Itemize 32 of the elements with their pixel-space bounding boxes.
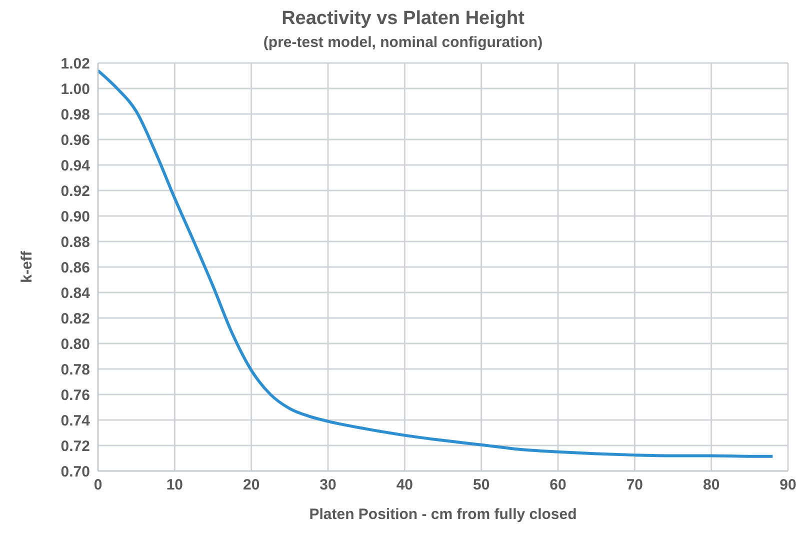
- y-axis-title: k-eff: [18, 250, 36, 283]
- y-tick-label: 0.70: [60, 463, 90, 480]
- y-tick-label: 0.78: [60, 361, 90, 378]
- y-tick-label: 1.00: [60, 80, 90, 98]
- y-tick-label: 0.92: [60, 182, 90, 200]
- y-tick-label: 0.86: [60, 259, 90, 276]
- x-tick-label: 0: [94, 476, 102, 494]
- x-axis-title: Platen Position - cm from fully closed: [309, 506, 577, 523]
- chart-subtitle: (pre-test model, nominal configuration): [262, 34, 544, 51]
- y-tick-label: 0.84: [60, 284, 91, 302]
- y-tick-label: 0.80: [60, 336, 90, 353]
- x-tick-label: 70: [626, 476, 644, 494]
- x-tick-label: 40: [396, 476, 414, 494]
- line-series: [98, 69, 774, 458]
- y-tick-label: 0.82: [60, 310, 90, 328]
- x-tick-label: 10: [166, 476, 184, 494]
- x-tick-label: 30: [320, 476, 336, 494]
- y-tick-label: 0.76: [60, 386, 90, 404]
- y-tick-label: 0.90: [60, 208, 90, 226]
- y-tick-label: 0.72: [60, 438, 90, 455]
- chart-title: Reactivity vs Platen Height: [280, 8, 526, 30]
- x-tick-label: 80: [702, 476, 720, 494]
- y-tick-label: 0.88: [60, 234, 90, 251]
- y-tick-label: 0.98: [60, 106, 90, 124]
- y-tick-label: 0.74: [60, 412, 91, 430]
- x-tick-label: 50: [472, 476, 490, 494]
- y-tick-label: 0.94: [60, 157, 91, 174]
- x-tick-label: 60: [550, 476, 566, 494]
- x-tick-label: 20: [242, 476, 260, 494]
- x-tick-label: 90: [780, 476, 796, 494]
- y-tick-label: 0.96: [60, 132, 90, 149]
- y-tick-label: 1.02: [60, 55, 90, 72]
